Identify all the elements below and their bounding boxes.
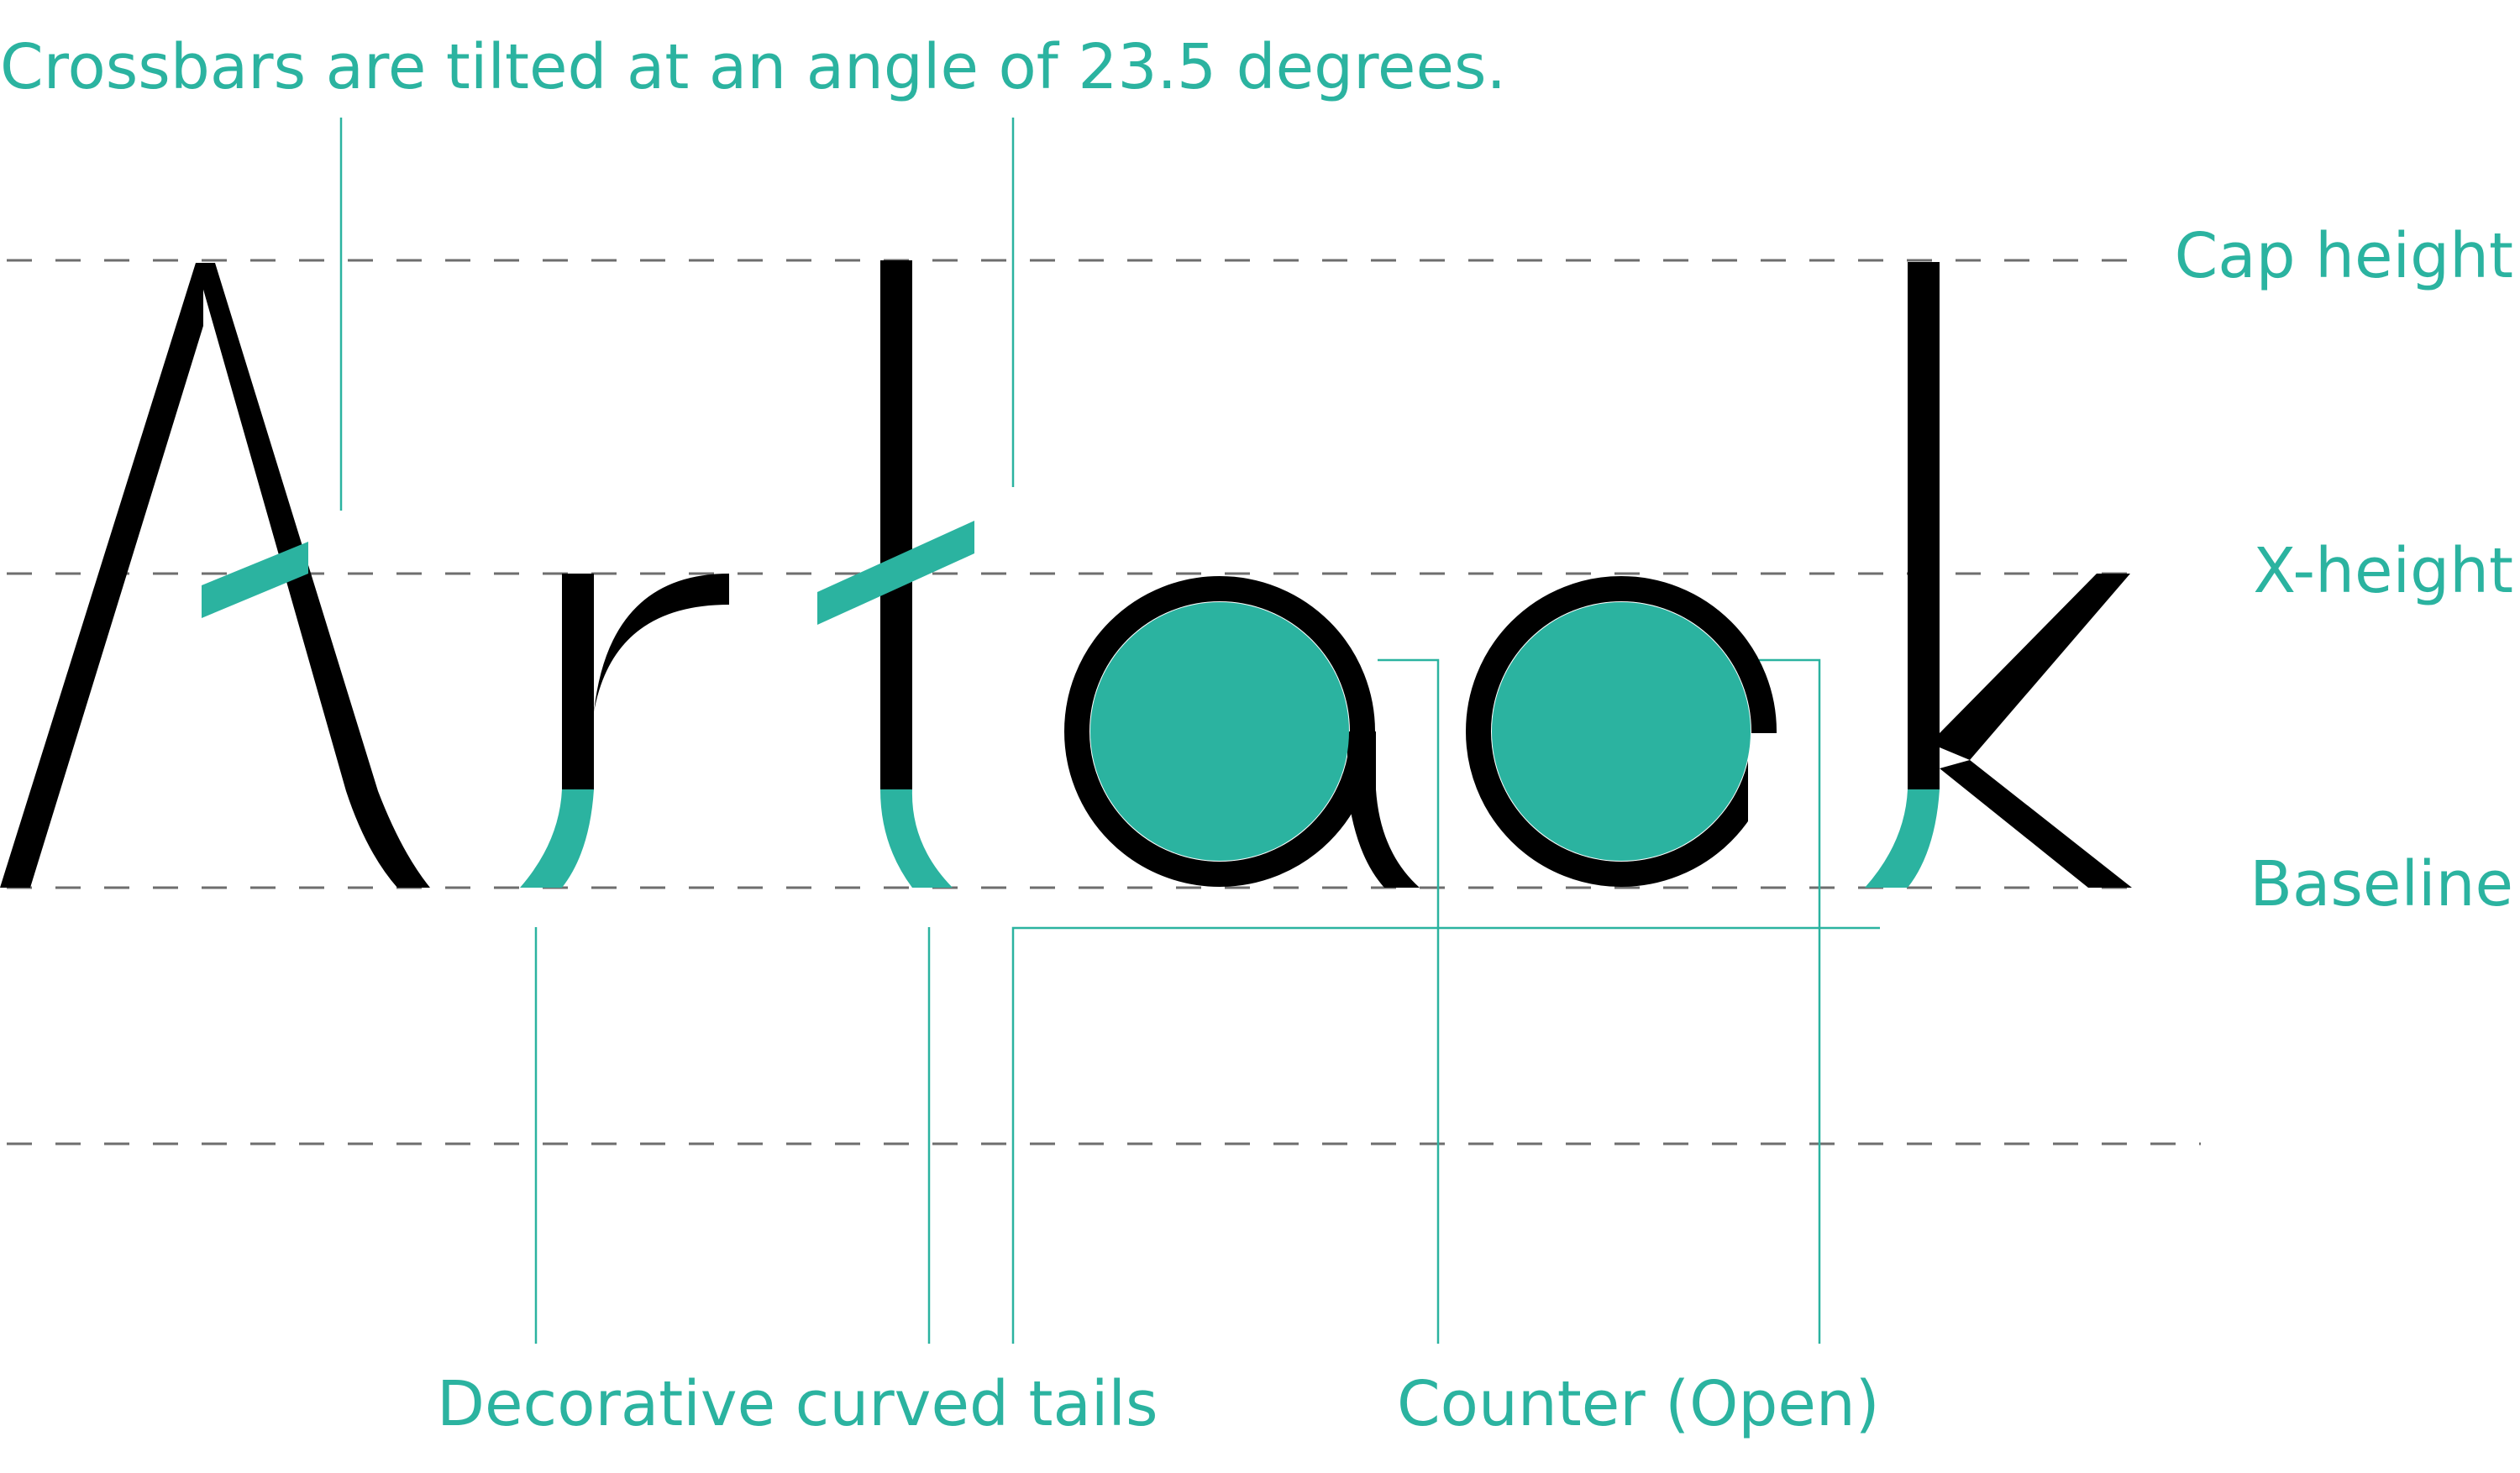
letter-r-tail xyxy=(520,789,594,888)
letter-k-tail xyxy=(1865,789,1940,888)
letter-k xyxy=(1865,262,2132,888)
letter-o-gap xyxy=(1748,733,1778,872)
letter-t-crossbar xyxy=(817,521,974,625)
letter-a xyxy=(1064,576,1420,888)
letter-t-tail xyxy=(880,789,953,888)
letter-A-crossbar xyxy=(202,542,308,618)
crossbar-annotation: Crossbars are tilted at an angle of 23.5… xyxy=(0,31,1506,103)
letter-a-stem xyxy=(1347,731,1376,790)
letter-o-bowl xyxy=(1466,576,1777,887)
letter-t xyxy=(817,260,974,888)
letter-A-left-stroke xyxy=(0,263,203,888)
counter-bracket xyxy=(1011,926,1880,1344)
letter-A-right-stroke xyxy=(196,263,430,888)
cap-height-label: Cap height xyxy=(2175,220,2513,292)
letter-k-leg xyxy=(1940,760,2132,888)
letter-a-leg xyxy=(1347,789,1420,888)
counter-annotation: Counter (Open) xyxy=(1397,1368,1880,1440)
tails-annotation: Decorative curved tails xyxy=(437,1368,1158,1440)
x-height-label: X-height xyxy=(2253,535,2513,607)
letter-r-arm xyxy=(594,574,729,712)
leader-lines xyxy=(339,118,1880,1344)
letter-A xyxy=(0,263,430,888)
counter-leader-a xyxy=(1378,658,1440,1344)
letter-k-stem xyxy=(1908,262,1940,789)
baseline-label: Baseline xyxy=(2250,848,2513,920)
guide-labels: Cap height X-height Baseline xyxy=(2175,220,2513,920)
annotation-labels: Crossbars are tilted at an angle of 23.5… xyxy=(0,31,1880,1440)
letter-r xyxy=(520,574,729,888)
letter-o xyxy=(1466,576,1778,887)
letter-o-counter xyxy=(1492,602,1751,861)
counter-leader-o xyxy=(1759,658,1821,1344)
letter-k-arm xyxy=(1940,574,2130,760)
letter-t-stem xyxy=(880,260,912,789)
letter-r-stem xyxy=(562,574,594,790)
guide-lines xyxy=(7,259,2201,1145)
letter-a-counter xyxy=(1090,602,1349,861)
